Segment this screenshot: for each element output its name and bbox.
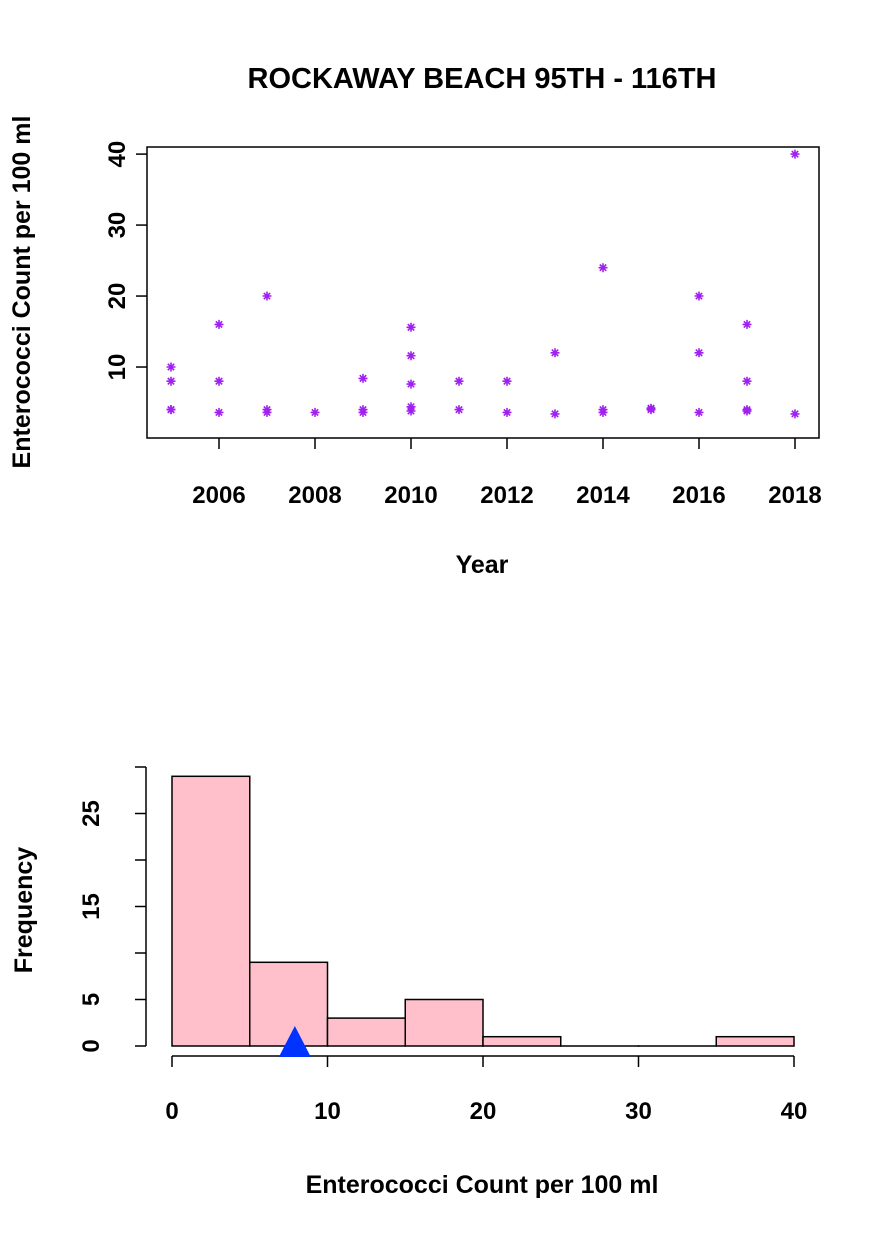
x-tick-label: 40: [781, 1098, 808, 1125]
mean-marker: [278, 1026, 311, 1057]
y-tick-label: 30: [104, 212, 131, 239]
data-point: [742, 319, 752, 329]
data-point: [406, 322, 416, 332]
data-point: [742, 376, 752, 386]
data-point: [310, 407, 320, 417]
data-point: [454, 376, 464, 386]
y-axis-title: Frequency: [10, 847, 38, 974]
scatter-chart: ROCKAWAY BEACH 95TH - 116TH 10 20 30 40 200…: [8, 63, 822, 579]
y-tick-label: 0: [78, 1039, 105, 1052]
data-point: [550, 409, 560, 419]
y-tick-label: 40: [104, 141, 131, 168]
histogram-bar: [326, 1017, 406, 1047]
x-tick-label: 2018: [768, 482, 821, 509]
histogram-bar: [715, 1035, 795, 1047]
data-point: [166, 376, 176, 386]
mean-marker-group: [278, 1026, 311, 1057]
data-point: [502, 407, 512, 417]
x-axis: 2006 2008 2010 2012 2014 2016 2018: [192, 438, 822, 509]
data-point: [694, 291, 704, 301]
data-point: [214, 376, 224, 386]
x-tick-label: 20: [470, 1098, 497, 1125]
histogram-bar: [171, 775, 251, 1047]
data-point: [694, 348, 704, 358]
y-tick-label: 20: [104, 283, 131, 310]
y-tick-label: 15: [78, 893, 105, 920]
y-tick-label: 25: [78, 800, 105, 827]
y-axis: 0 5 15 25: [78, 766, 147, 1053]
data-point: [646, 405, 656, 415]
data-point: [358, 407, 368, 417]
y-tick-label: 5: [78, 993, 105, 1006]
histogram-bar: [482, 1035, 562, 1047]
x-axis-title: Year: [456, 551, 509, 579]
data-point: [406, 379, 416, 389]
x-tick-label: 30: [625, 1098, 652, 1125]
x-tick-label: 2006: [192, 482, 245, 509]
x-tick-label: 2008: [288, 482, 341, 509]
data-point: [406, 351, 416, 361]
histogram-bar: [404, 998, 484, 1047]
data-point: [166, 405, 176, 415]
data-point: [790, 409, 800, 419]
x-axis-title: Enterococci Count per 100 ml: [306, 1171, 659, 1199]
data-point: [454, 405, 464, 415]
data-point: [406, 406, 416, 416]
data-point: [598, 407, 608, 417]
data-point: [550, 348, 560, 358]
chart-title: ROCKAWAY BEACH 95TH - 116TH: [248, 63, 717, 95]
data-point: [358, 373, 368, 383]
data-point: [262, 407, 272, 417]
histogram-bars: [171, 775, 795, 1047]
x-axis: 0 10 20 30 40: [165, 1055, 808, 1125]
x-tick-label: 2010: [384, 482, 437, 509]
x-tick-label: 2016: [672, 482, 725, 509]
plot-frame: [146, 146, 820, 439]
data-point: [790, 149, 800, 159]
x-tick-label: 2014: [576, 482, 630, 509]
data-point: [262, 291, 272, 301]
data-point: [214, 319, 224, 329]
histogram-chart: 0 5 15 25 0 10 20 30 40 Enterococci Count per 1…: [10, 766, 808, 1199]
x-tick-label: 2012: [480, 482, 533, 509]
data-point: [598, 263, 608, 273]
y-axis-title: Enterococci Count per 100 ml: [8, 116, 36, 469]
x-tick-label: 0: [165, 1098, 178, 1125]
data-points: [166, 149, 800, 419]
data-point: [694, 407, 704, 417]
data-point: [502, 376, 512, 386]
y-axis: 10 20 30 40: [104, 141, 147, 381]
data-point: [742, 406, 752, 416]
data-point: [166, 362, 176, 372]
y-tick-label: 10: [104, 354, 131, 381]
data-point: [214, 407, 224, 417]
histogram-bar: [249, 961, 329, 1047]
x-tick-label: 10: [314, 1098, 341, 1125]
